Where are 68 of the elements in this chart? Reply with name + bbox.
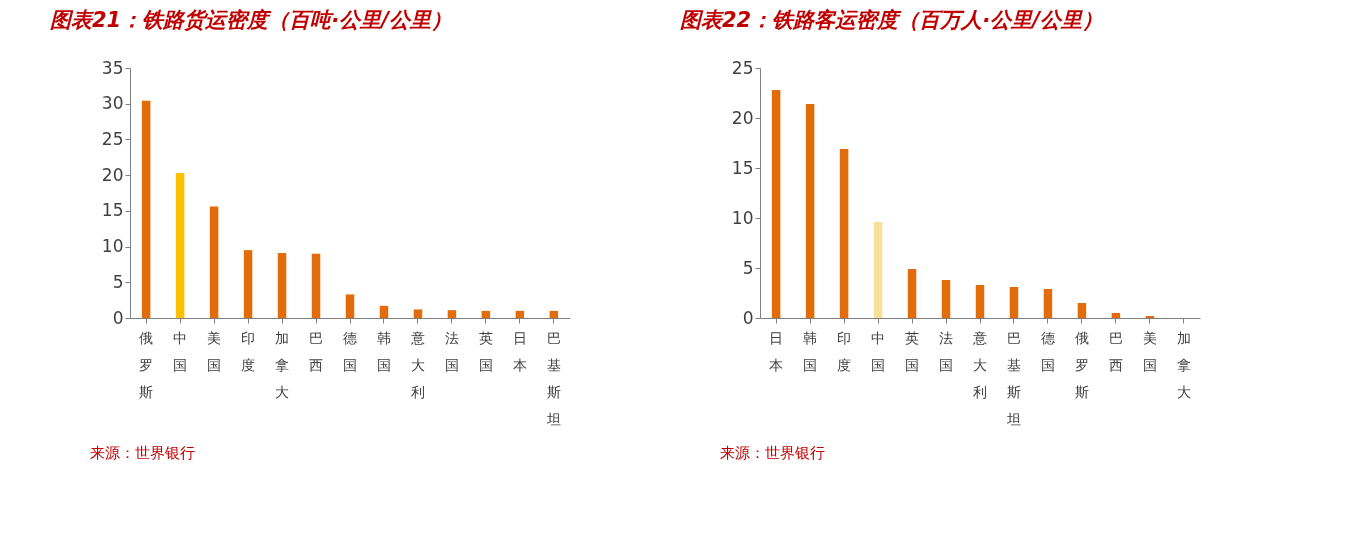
x-tick-label: 加拿大	[1176, 329, 1191, 400]
bar	[311, 253, 321, 318]
y-tick-label: 25	[731, 57, 754, 78]
bar	[1043, 289, 1053, 318]
y-tick-label: 20	[731, 107, 754, 128]
bar	[379, 305, 389, 318]
x-tick-label: 中国	[871, 329, 886, 373]
bar	[447, 310, 457, 318]
bar	[515, 310, 525, 318]
x-tick-label: 印度	[241, 329, 256, 373]
x-tick-label: 法国	[444, 329, 459, 373]
bar	[805, 104, 815, 318]
y-tick-label: 35	[101, 57, 124, 78]
bar	[839, 149, 849, 318]
y-tick-label: 5	[742, 257, 754, 278]
x-tick-label: 韩国	[376, 329, 391, 373]
x-tick-label: 英国	[905, 329, 920, 373]
bar	[1077, 303, 1087, 318]
bar	[549, 310, 559, 318]
bar	[1009, 287, 1019, 318]
bar	[1111, 313, 1121, 318]
bar	[941, 280, 951, 318]
x-tick-label: 法国	[939, 329, 954, 373]
bar	[277, 253, 287, 318]
bar	[413, 309, 423, 318]
x-tick-label: 韩国	[803, 329, 818, 373]
chart-title: 图表22：铁路客运密度（百万人·公里/公里）	[680, 8, 1103, 32]
y-tick-label: 15	[101, 200, 124, 221]
x-tick-label: 加拿大	[275, 329, 290, 400]
bar	[975, 285, 985, 318]
x-tick-label: 意大利	[972, 329, 987, 400]
bar	[771, 90, 781, 318]
y-tick-label: 15	[731, 157, 754, 178]
x-tick-label: 美国	[207, 329, 222, 373]
bar	[481, 310, 491, 318]
x-tick-label: 德国	[343, 329, 357, 373]
x-tick-label: 俄罗斯	[1074, 329, 1089, 400]
x-tick-label: 印度	[837, 329, 852, 373]
x-tick-label: 巴基斯坦	[1005, 329, 1021, 427]
x-tick-label: 意大利	[409, 329, 425, 400]
bar	[873, 222, 883, 318]
bar	[209, 206, 219, 318]
bar	[141, 100, 151, 318]
bar	[175, 173, 185, 318]
bar	[243, 250, 253, 318]
x-tick-label: 俄罗斯	[139, 329, 154, 400]
x-tick-label: 美国	[1142, 329, 1157, 373]
y-tick-label: 5	[112, 271, 124, 292]
y-tick-label: 20	[101, 164, 124, 185]
y-tick-label: 0	[742, 307, 754, 328]
y-tick-label: 10	[101, 236, 124, 257]
source-note: 来源：世界银行	[720, 444, 825, 462]
x-tick-label: 中国	[173, 329, 188, 373]
bar	[345, 294, 355, 318]
y-tick-label: 30	[101, 93, 124, 114]
x-tick-label: 日本	[512, 329, 527, 373]
source-note: 来源：世界银行	[90, 444, 195, 462]
x-tick-label: 英国	[478, 329, 493, 373]
chart-title: 图表21：铁路货运密度（百吨·公里/公里）	[50, 8, 452, 32]
x-tick-label: 巴西	[1108, 329, 1123, 373]
y-tick-label: 0	[112, 307, 124, 328]
bar	[907, 269, 917, 318]
y-tick-label: 10	[731, 207, 754, 228]
x-tick-label: 德国	[1040, 329, 1055, 373]
y-tick-label: 25	[101, 128, 124, 149]
x-tick-label: 日本	[769, 329, 784, 373]
x-tick-label: 巴基斯坦	[545, 329, 561, 427]
x-tick-label: 巴西	[309, 329, 324, 373]
